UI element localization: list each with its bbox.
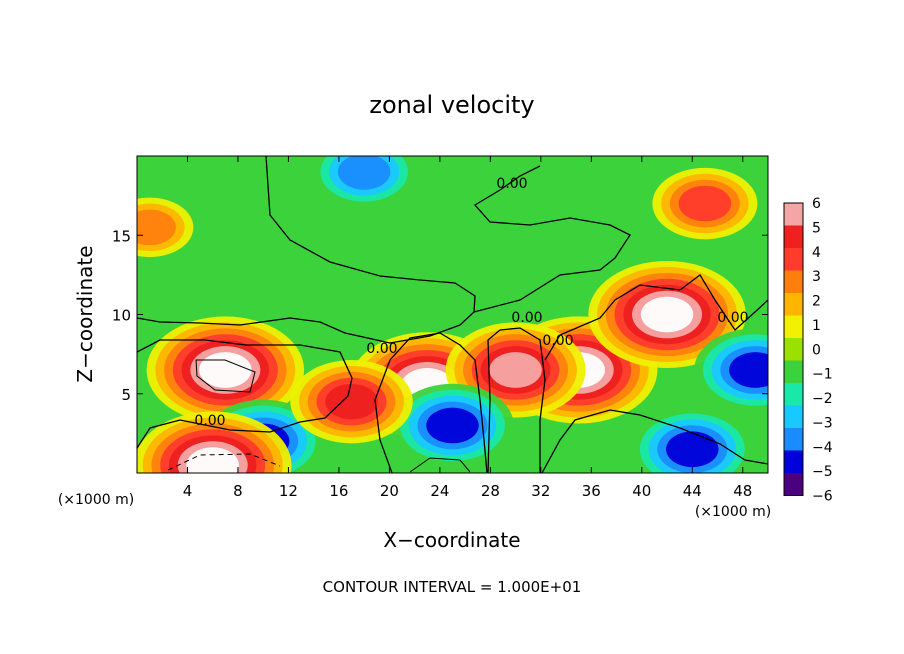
x-tick-label: 28	[481, 482, 500, 500]
zero-contours	[137, 156, 768, 473]
x-tick-label: 32	[531, 482, 550, 500]
y-tick-label: 10	[112, 307, 131, 325]
x-tick-label: 44	[683, 482, 702, 500]
velocity-blob	[199, 352, 252, 388]
colorbar-segment	[784, 405, 803, 428]
contour-core-center	[409, 457, 471, 473]
colorbar-segment	[784, 383, 803, 406]
contour-label: 0.00	[366, 341, 397, 357]
colorbar-label: 4	[812, 245, 821, 261]
colorbar-label: −1	[812, 367, 833, 383]
velocity-blob	[640, 296, 694, 333]
colorbar-segment	[784, 473, 803, 496]
colorbar-segment	[784, 450, 803, 473]
colorbar-label: −6	[812, 489, 833, 505]
y-tick-label: 5	[121, 386, 131, 404]
contour-label: 0.00	[717, 310, 748, 326]
contour-label: 0.00	[496, 176, 527, 192]
x-unit-label-right: (×1000 m)	[695, 504, 771, 520]
colorbar-segment	[784, 270, 803, 293]
zero-contour-lower-left	[137, 339, 353, 449]
contour-core-left	[195, 359, 256, 393]
velocity-field	[137, 156, 768, 473]
contour-label: 0.00	[511, 310, 542, 326]
velocity-blob	[186, 447, 239, 473]
colorbar-segment	[784, 428, 803, 451]
colorbar-label: −5	[812, 464, 833, 480]
colorbar-label: −4	[812, 440, 833, 456]
zero-contour-right	[541, 409, 768, 473]
x-axis: 4 8 12 16 20 24 28 32 36 40 44 48	[183, 156, 752, 500]
colorbar-segment	[784, 203, 803, 226]
colorbar-label: 2	[812, 294, 821, 310]
colorbar-label: −3	[812, 415, 833, 431]
zero-contour-right-upper	[544, 274, 768, 361]
x-tick-label: 20	[380, 482, 399, 500]
colorbar-label: 5	[812, 220, 821, 236]
colorbar-segment	[784, 360, 803, 383]
velocity-blob	[666, 431, 719, 468]
velocity-blob	[729, 352, 768, 388]
contour-labels: 0.000.000.000.000.000.00	[194, 176, 748, 429]
zero-contour-center	[487, 327, 546, 473]
contour-interval-note: CONTOUR INTERVAL = 1.000E+01	[323, 578, 582, 596]
x-tick-label: 12	[279, 482, 298, 500]
y-axis: 5 10 15	[112, 227, 768, 404]
x-tick-label: 40	[632, 482, 651, 500]
velocity-blob	[325, 383, 378, 420]
zero-contour-upper	[137, 156, 476, 344]
velocity-blob	[337, 156, 391, 190]
colorbar-label: 0	[812, 342, 821, 358]
x-tick-label: 48	[733, 482, 752, 500]
velocity-blob	[137, 209, 176, 246]
colorbar-label: 1	[812, 318, 821, 334]
velocity-blob	[678, 185, 732, 222]
dashed-contour-left	[167, 453, 281, 471]
x-unit-label-left: (×1000 m)	[58, 492, 134, 508]
colorbar-segment	[784, 225, 803, 248]
velocity-blob	[426, 407, 479, 444]
x-tick-label: 16	[329, 482, 348, 500]
colorbar-segment	[784, 315, 803, 338]
colorbar: 6 5 4 3 2 1 0 −1 −2 −3 −4 −5 −6	[783, 196, 833, 505]
colorbar-frame	[783, 202, 804, 496]
y-axis-label: Z−coordinate	[73, 245, 97, 382]
x-tick-label: 4	[183, 482, 193, 500]
colorbar-segment	[784, 248, 803, 271]
colorbar-label: −2	[812, 391, 833, 407]
zero-contour-mid	[374, 332, 488, 473]
chart-title: zonal velocity	[369, 91, 534, 119]
velocity-blob	[489, 352, 542, 388]
x-tick-label: 36	[582, 482, 601, 500]
colorbar-segment	[784, 293, 803, 316]
zero-contour-upper-right	[473, 165, 631, 313]
contour-label: 0.00	[542, 333, 573, 349]
x-tick-label: 24	[430, 482, 449, 500]
colorbar-segment	[784, 338, 803, 361]
colorbar-label: 6	[812, 196, 821, 212]
colorbar-label: 3	[812, 269, 821, 285]
x-tick-label: 8	[233, 482, 243, 500]
x-axis-label: X−coordinate	[383, 528, 520, 552]
contour-label: 0.00	[194, 413, 225, 429]
y-tick-label: 15	[112, 227, 131, 245]
